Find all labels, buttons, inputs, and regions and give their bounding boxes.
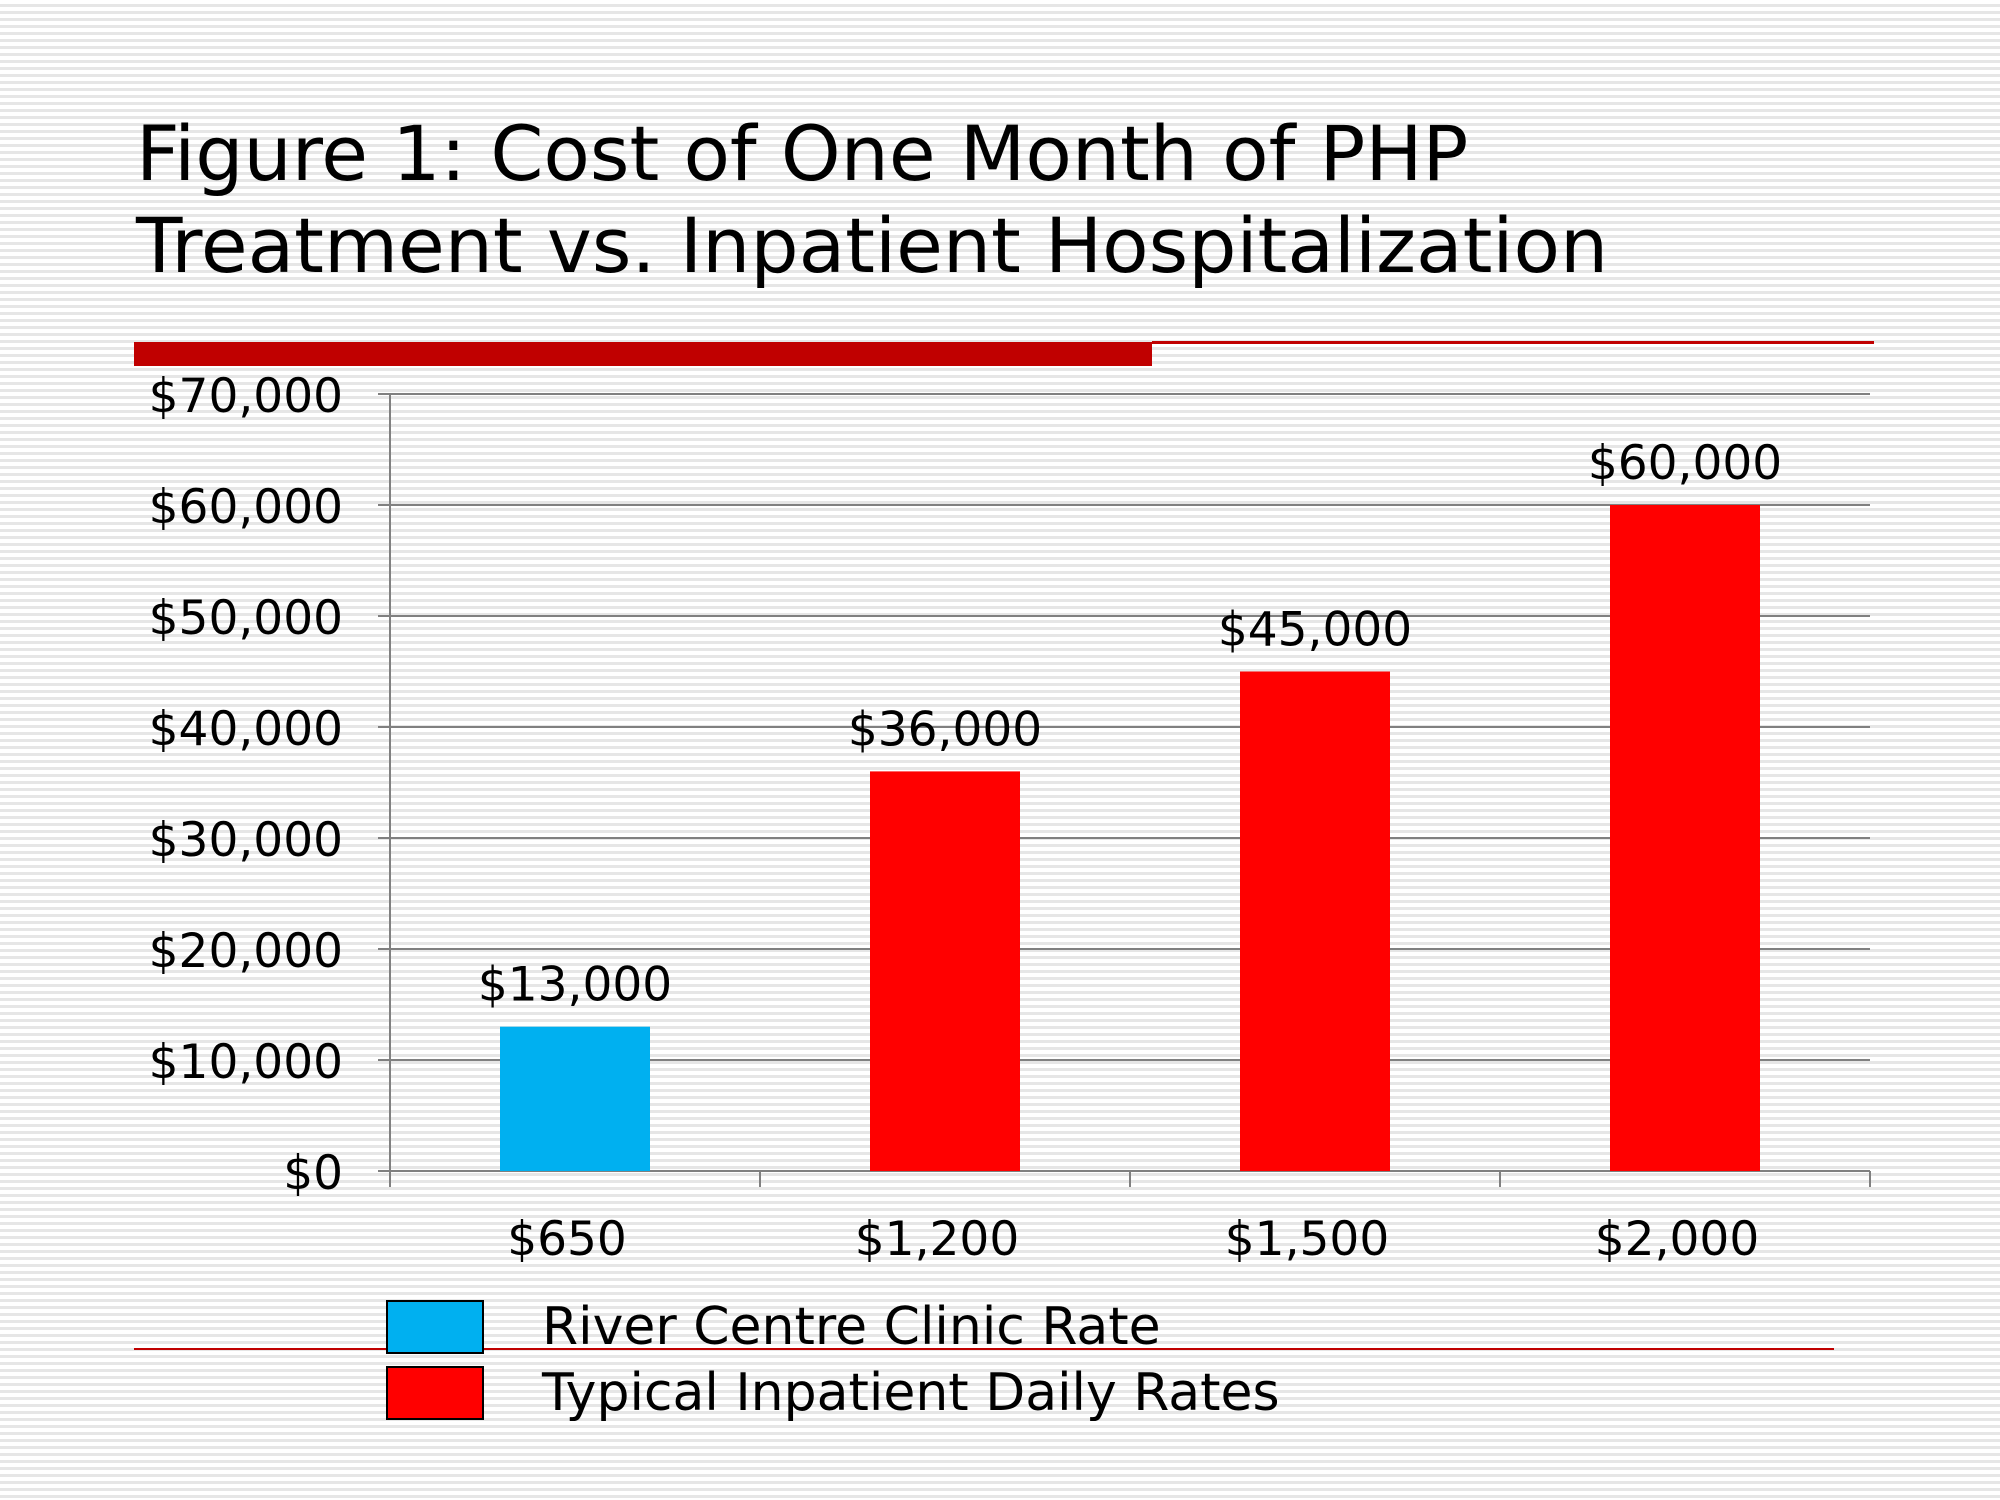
data-label: $45,000 (1218, 603, 1412, 658)
x-tick-label: $1,500 (1225, 1212, 1389, 1267)
y-tick-label: $60,000 (149, 480, 343, 535)
bar (500, 1026, 650, 1171)
y-tick-label: $40,000 (149, 702, 343, 757)
x-tick-label: $650 (507, 1212, 627, 1267)
y-tick-label: $20,000 (149, 924, 343, 979)
legend-label-inpatient: Typical Inpatient Daily Rates (542, 1363, 1280, 1423)
data-label: $13,000 (478, 958, 672, 1013)
legend-swatch-river-centre (386, 1300, 484, 1354)
legend-item-river-centre: River Centre Clinic Rate (386, 1294, 1280, 1360)
chart-title: Figure 1: Cost of One Month of PHP Treat… (136, 108, 1886, 292)
data-label: $36,000 (848, 702, 1042, 757)
data-label: $60,000 (1588, 436, 1782, 491)
y-tick-label: $0 (283, 1146, 343, 1201)
bar (870, 771, 1020, 1171)
y-tick-label: $10,000 (149, 1035, 343, 1090)
x-tick-label: $1,200 (855, 1212, 1019, 1267)
y-tick-label: $70,000 (149, 369, 343, 424)
bar (1610, 505, 1760, 1171)
title-underline-thick (134, 342, 1152, 366)
footer-divider (134, 1348, 1834, 1350)
legend-label-river-centre: River Centre Clinic Rate (542, 1297, 1161, 1357)
legend-item-inpatient: Typical Inpatient Daily Rates (386, 1360, 1280, 1426)
chart-title-line-1: Figure 1: Cost of One Month of PHP (136, 109, 1469, 198)
bar (1240, 671, 1390, 1171)
chart-title-line-2: Treatment vs. Inpatient Hospitalization (136, 201, 1609, 290)
chart-legend: River Centre Clinic Rate Typical Inpatie… (386, 1294, 1280, 1426)
x-tick-label: $2,000 (1595, 1212, 1759, 1267)
y-tick-label: $30,000 (149, 813, 343, 868)
legend-swatch-inpatient (386, 1366, 484, 1420)
title-underline-thin (1152, 341, 1874, 344)
y-tick-label: $50,000 (149, 591, 343, 646)
